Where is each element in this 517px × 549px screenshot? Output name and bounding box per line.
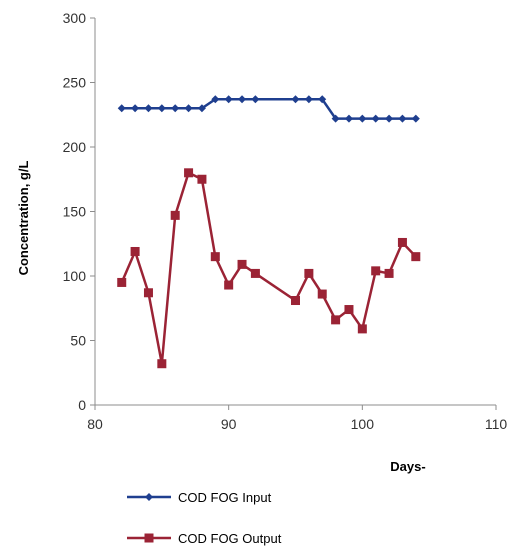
data-point (411, 114, 420, 123)
data-point (344, 305, 354, 315)
legend-marker (144, 533, 154, 543)
legend: COD FOG Input COD FOG Output (127, 490, 282, 546)
data-point (157, 359, 167, 369)
y-tick-label: 200 (63, 139, 87, 155)
x-axis-title: Days- (390, 459, 425, 474)
y-axis-title: Concentration, g/L (16, 161, 31, 276)
data-point (211, 95, 220, 104)
data-point (291, 95, 300, 104)
series-1 (117, 95, 420, 123)
data-point (184, 104, 193, 113)
data-point (171, 104, 180, 113)
legend-label: COD FOG Output (178, 531, 282, 546)
y-tick-label: 0 (78, 397, 86, 413)
data-point (157, 104, 166, 113)
data-point (291, 296, 300, 306)
y-axis: 0 50 100 150 200 250 300 (63, 10, 96, 413)
data-point (304, 95, 313, 104)
data-point (318, 95, 327, 104)
data-point (317, 289, 327, 299)
data-point (210, 252, 220, 262)
y-tick-label: 50 (70, 333, 86, 349)
data-point (144, 104, 153, 113)
legend-item: COD FOG Output (127, 531, 282, 546)
series-2 (117, 168, 421, 369)
y-tick-label: 100 (63, 268, 87, 284)
x-axis: 80 90 100 110 (87, 404, 508, 432)
data-point (397, 237, 407, 247)
data-point (371, 266, 381, 276)
legend-marker (145, 493, 153, 501)
data-point (131, 104, 140, 113)
data-point (358, 114, 367, 123)
series-layer (117, 95, 421, 369)
x-tick-label: 100 (351, 416, 375, 432)
data-point (117, 104, 126, 113)
data-point (331, 114, 340, 123)
data-point (384, 268, 394, 278)
data-point (238, 95, 247, 104)
data-point (117, 277, 127, 287)
data-point (184, 168, 194, 178)
x-tick-label: 110 (485, 416, 508, 432)
data-point (357, 324, 367, 334)
series-line (121, 98, 416, 120)
data-point (170, 210, 180, 220)
data-point (385, 114, 394, 123)
data-point (224, 280, 234, 290)
x-tick-label: 80 (87, 416, 103, 432)
y-tick-label: 150 (63, 204, 87, 220)
data-point (251, 95, 260, 104)
data-point (250, 268, 260, 278)
data-point (224, 95, 233, 104)
y-tick-label: 300 (63, 10, 87, 26)
data-point (304, 268, 314, 278)
x-tick-label: 90 (221, 416, 237, 432)
data-point (371, 114, 380, 123)
y-tick-label: 250 (63, 75, 87, 91)
data-point (130, 246, 140, 256)
data-point (344, 114, 353, 123)
legend-label: COD FOG Input (178, 490, 272, 505)
data-point (237, 259, 247, 269)
data-point (143, 288, 153, 298)
data-point (197, 174, 207, 184)
data-point (411, 252, 421, 262)
legend-item: COD FOG Input (127, 490, 272, 505)
data-point (398, 114, 407, 123)
data-point (331, 315, 341, 325)
data-point (197, 104, 206, 113)
